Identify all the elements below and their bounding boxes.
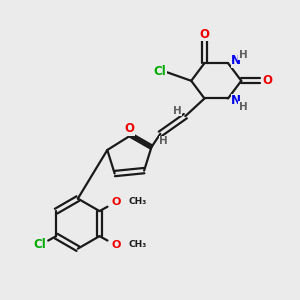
Text: H: H bbox=[160, 136, 168, 146]
Text: H: H bbox=[173, 106, 182, 116]
Text: CH₃: CH₃ bbox=[128, 197, 146, 206]
Text: Cl: Cl bbox=[34, 238, 46, 251]
Text: O: O bbox=[111, 197, 120, 207]
Text: N: N bbox=[231, 54, 241, 67]
Text: O: O bbox=[262, 74, 272, 87]
Text: H: H bbox=[239, 50, 248, 60]
Text: N: N bbox=[231, 94, 241, 107]
Text: O: O bbox=[111, 240, 120, 250]
Text: H: H bbox=[239, 102, 248, 112]
Text: CH₃: CH₃ bbox=[128, 240, 146, 249]
Text: O: O bbox=[124, 122, 134, 135]
Text: Cl: Cl bbox=[153, 65, 166, 79]
Text: O: O bbox=[200, 28, 209, 41]
